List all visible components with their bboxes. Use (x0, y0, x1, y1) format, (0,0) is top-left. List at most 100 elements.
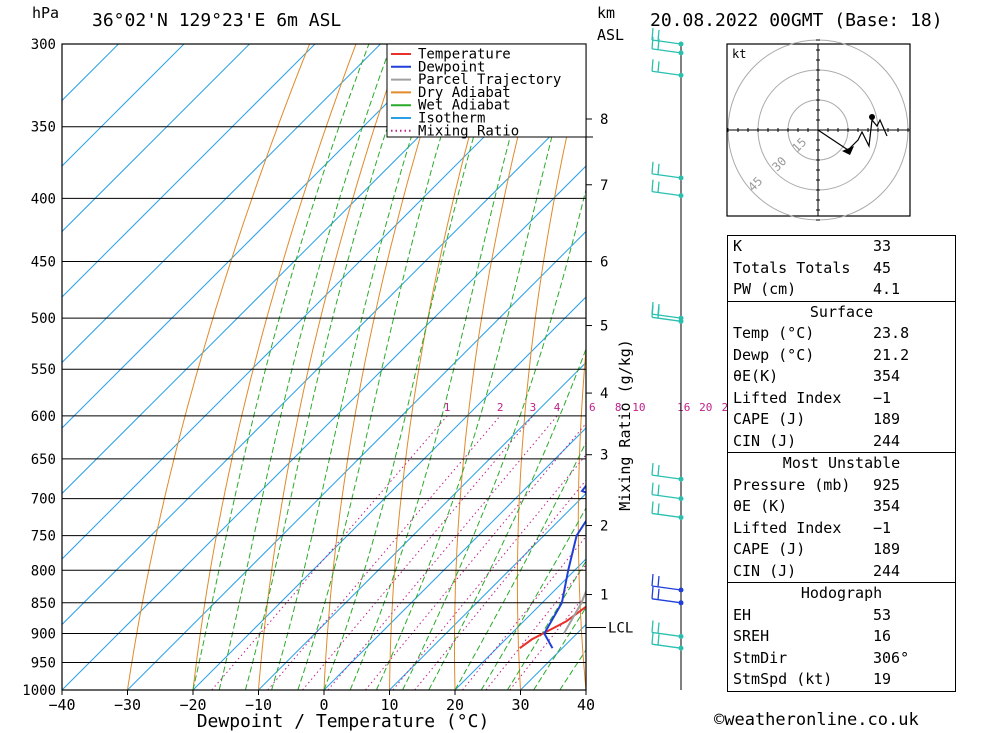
wind-barb-flag (657, 484, 660, 496)
hodograph-unit: kt (732, 47, 746, 61)
km-tick-label: 2 (600, 519, 608, 535)
mixing-ratio-label: 16 (677, 401, 690, 414)
indices-table: K 33 Totals Totals 45 PW (cm) 4.1 Surface Tem… (727, 235, 956, 692)
index-row: EH 53 (728, 605, 955, 627)
wind-barb-shaft (651, 316, 682, 322)
index-label: PW (cm) (733, 280, 797, 298)
wind-barb-flag (651, 573, 654, 587)
pressure-tick-label: 300 (31, 37, 56, 53)
index-label: StmSpd (kt) (733, 670, 833, 688)
hodograph-top-dot (869, 114, 875, 120)
index-label: Lifted Index (733, 518, 842, 537)
wind-barb-flag (657, 622, 660, 634)
index-row: StmDir 306° (728, 648, 955, 670)
wind-barb-flag (657, 588, 660, 600)
wind-barb-flag (657, 181, 660, 193)
wind-barb-flag (651, 632, 654, 645)
wind-barb-flag (657, 29, 660, 42)
wind-barb-flag (657, 575, 660, 588)
index-label: SREH (733, 627, 770, 645)
general-indices: K 33 Totals Totals 45 PW (cm) 4.1 (728, 236, 955, 301)
wind-barb-flag (651, 586, 654, 599)
isotherm-line (323, 427, 586, 690)
wind-barb-flag (651, 161, 654, 174)
index-row: Temp (°C) 23.8 (728, 323, 955, 345)
index-label: K (733, 237, 743, 255)
index-value: 45 (873, 258, 892, 277)
x-tick-label: 40 (577, 696, 595, 714)
wind-barb-flag (651, 482, 654, 495)
mixing-ratio-label: 10 (632, 401, 645, 414)
index-value: 306° (873, 648, 910, 667)
pressure-tick-label: 450 (31, 255, 56, 271)
dry-adiabat-line (323, 44, 450, 690)
index-label: CIN (J) (733, 431, 797, 450)
wind-barb-flag (651, 59, 654, 72)
index-label: CIN (J) (733, 561, 797, 580)
pressure-tick-label: 650 (31, 452, 56, 468)
credit-link[interactable]: ©weatheronline.co.uk (714, 710, 919, 730)
isotherm-line (454, 558, 586, 690)
hodograph-storm-arrow (842, 146, 854, 155)
index-row: Totals Totals 45 (728, 258, 955, 280)
km-tick-label: 4 (600, 386, 608, 402)
isotherm-line (389, 492, 586, 690)
x-tick-label: 20 (446, 696, 464, 714)
dry-adiabat-line (695, 44, 728, 690)
wind-barb-shaft (651, 173, 682, 179)
pressure-tick-label: 1000 (22, 683, 56, 699)
isotherm-line (62, 44, 119, 102)
mixing-ratio-line (302, 415, 534, 690)
index-row: SREH 16 (728, 626, 955, 648)
index-value: 189 (873, 410, 901, 428)
wind-barb-flag (657, 634, 660, 646)
wind-barb-flag (651, 36, 654, 49)
isotherm-line (127, 230, 586, 690)
index-label: CAPE (J) (733, 540, 806, 558)
index-value: 925 (873, 475, 901, 494)
datetime-label: 20.08.2022 00GMT (Base: 18) (650, 10, 943, 31)
mixing-ratio-line (267, 415, 501, 690)
x-tick-label: −20 (179, 696, 206, 714)
wet-adiabat-line (454, 441, 586, 690)
hodograph-trace (817, 118, 888, 151)
most-unstable-section: Most Unstable Pressure (mb) 925 θE (K) 354 L… (728, 452, 955, 582)
pressure-tick-label: 350 (31, 120, 56, 136)
index-row: StmSpd (kt) 19 (728, 669, 955, 691)
mixing-ratio-line (211, 415, 448, 690)
km-tick-label: 1 (600, 588, 608, 604)
pressure-tick-label: 500 (31, 311, 56, 327)
pressure-tick-label: 900 (31, 626, 56, 642)
x-axis-label: Dewpoint / Temperature (°C) (197, 711, 490, 732)
wind-barb-shaft (651, 313, 682, 319)
index-value: 189 (873, 540, 901, 558)
hodograph-section: Hodograph EH 53 SREH 16 StmDir 306° StmSpd (kt… (728, 582, 955, 691)
x-tick-label: −10 (245, 696, 272, 714)
wind-barb-shaft (651, 474, 682, 480)
wind-barb-shaft (651, 48, 682, 54)
x-tick-label: 0 (319, 696, 328, 714)
wind-barb-flag (651, 620, 654, 633)
legend-entry: Wet Adiabat (418, 98, 511, 114)
index-row: CIN (J) 244 (728, 561, 955, 583)
index-value: 23.8 (873, 324, 910, 342)
wind-barb-flag (657, 307, 660, 319)
profile-dewpoint (543, 484, 586, 649)
pressure-tick-label: 800 (31, 563, 56, 579)
index-value: 19 (873, 670, 892, 688)
wind-barb-flag (651, 463, 654, 476)
pressure-tick-label: 550 (31, 362, 56, 378)
isotherm-line (62, 44, 381, 364)
wind-barb-flag (651, 501, 654, 514)
index-label: Dewp (°C) (733, 345, 815, 364)
pressure-tick-label: 400 (31, 191, 56, 207)
legend-entry: Isotherm (418, 111, 485, 127)
x-tick-label: −30 (114, 696, 141, 714)
index-value: −1 (873, 388, 892, 407)
legend-entry: Dewpoint (418, 59, 485, 75)
wind-barb-shaft (651, 631, 682, 638)
x-tick-label: 30 (511, 696, 529, 714)
legend-entry: Parcel Trajectory (418, 72, 561, 88)
wind-barb-flag (657, 465, 660, 477)
